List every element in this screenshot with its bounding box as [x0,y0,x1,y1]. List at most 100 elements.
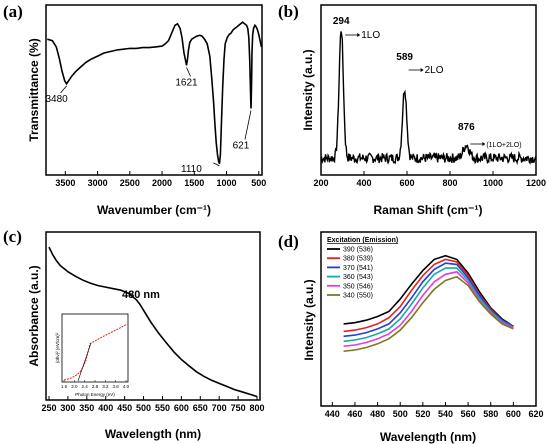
peak-annotation: 1110 [181,164,202,175]
inset-tick-label: 1.6 [61,384,68,389]
legend-entry: 390 (536) [343,247,373,254]
x-tick-label: 480 [370,409,385,419]
x-tick-label: 580 [483,409,498,419]
series-line-360 [343,267,514,343]
panel-a-xlabel: Wavenumber (cm⁻¹) [97,203,211,217]
x-tick-label: 650 [193,403,208,413]
inset-tick-label: 3.2 [102,384,109,389]
panel-d-frame [320,231,537,407]
x-tick-label: 620 [528,409,543,419]
inset-ylabel: (αhν)² (eV/cm)² [55,332,60,363]
panel-c-band-edge-annotation: 480 nm [122,289,160,301]
panel-d-series-lines [343,254,514,352]
x-tick-label: 1000 [483,178,503,188]
x-tick-label: 3000 [88,178,108,188]
arrow-head-icon [482,142,486,146]
panel-a-frame [45,4,263,176]
x-tick-label: 550 [155,403,170,413]
x-tick-label: 700 [212,403,227,413]
x-tick-label: 520 [415,409,430,419]
x-tick-label: 600 [174,403,189,413]
x-tick-label: 540 [438,409,453,419]
peak-mode-label: 1LO [361,30,380,41]
x-tick-label: 250 [41,403,56,413]
panel-c-inset: 1.6 2.0 2.4 2.8 3.2 3.6 4.0 Photon Energy (eV)… [55,313,130,397]
inset-tick-label: 2.8 [92,384,99,389]
x-tick-label: 1200 [526,178,546,188]
peak-annotation: 621 [233,140,250,151]
panel-d-legend: 390 (536) 380 (539) 370 (541) 360 (543) 350 … [327,247,373,300]
inset-tick-label: 2.4 [82,384,89,389]
legend-entry: 370 (541) [343,265,373,272]
x-tick-label: 1000 [217,178,237,188]
panel-b-annotations: 294 1LO 589 2LO 876 (1LO+2LO) [333,16,522,149]
x-tick-label: 200 [313,178,328,188]
series-line-390 [343,254,514,328]
panel-d-x-axis: 440 460 480 500 520 540 560 580 600 620 [325,402,544,419]
inset-x-axis: 1.6 2.0 2.4 2.8 3.2 3.6 4.0 [61,380,130,389]
x-tick-label: 500 [393,409,408,419]
panel-d-pl: (d) 440 460 480 500 520 540 560 580 600 620 Inten… [278,231,544,444]
peak-mode-label: (1LO+2LO) [486,142,521,149]
peak-value: 294 [333,16,350,27]
series-line-350 [343,270,514,347]
x-tick-label: 400 [98,403,113,413]
x-tick-label: 2500 [120,178,140,188]
panel-d-label: (d) [278,232,299,251]
x-tick-label: 400 [356,178,371,188]
x-tick-label: 500 [251,178,266,188]
panel-b-ylabel: Intensity (a.u.) [301,49,315,130]
x-tick-label: 450 [117,403,132,413]
panel-b-label: (b) [278,2,299,21]
legend-entry: 350 (546) [343,283,373,290]
panel-a-series-line [47,21,263,165]
panel-d-xlabel: Wavelength (nm) [380,430,476,444]
panel-b-raman: (b) 200 400 600 800 1000 1200 Intensity (a.u.… [278,2,546,217]
inset-xlabel: Photon Energy (eV) [75,392,115,397]
panel-d-ylabel: Intensity (a.u.) [302,279,316,360]
panel-a-ylabel: Transmittance (%) [27,38,41,141]
panel-a-label: (a) [3,2,23,21]
panel-a-x-axis: 3500 3000 2500 2000 1500 1000 500 [55,171,266,188]
inset-tick-label: 4.0 [123,384,130,389]
panel-c-x-axis: 250 300 350 400 450 500 550 600 650 700 750 800 [41,396,265,413]
inset-tauc-curve [63,323,128,381]
panel-c-series-line [48,246,258,398]
inset-tick-label: 2.0 [71,384,78,389]
panel-b-series-line [320,31,537,166]
legend-entry: 380 (539) [343,256,373,263]
panel-c-frame [45,231,261,401]
panel-a-annotations: 3480 1621 1110 621 [46,67,252,175]
panel-c-uvvis: (c) 250 300 350 400 450 500 550 600 650 700 750 800… [3,227,265,441]
panel-c-label: (c) [3,227,22,246]
peak-annotation: 3480 [46,94,69,105]
inset-extrapolation-line [77,342,92,382]
x-tick-label: 2000 [152,178,172,188]
inset-tick-label: 3.6 [113,384,120,389]
series-line-370 [343,262,514,338]
panel-b-xlabel: Raman Shift (cm⁻¹) [373,203,482,217]
x-tick-label: 560 [461,409,476,419]
inset-frame [61,313,129,383]
x-tick-label: 500 [136,403,151,413]
x-tick-label: 800 [249,403,264,413]
panel-c-ylabel: Absorbance (a.u.) [27,265,41,366]
annotation-arrow [186,67,191,77]
x-tick-label: 3500 [55,178,75,188]
x-tick-label: 600 [399,178,414,188]
x-tick-label: 350 [79,403,94,413]
peak-value: 876 [458,122,475,133]
x-tick-label: 460 [347,409,362,419]
series-line-340 [343,275,514,352]
panel-b-x-axis: 200 400 600 800 1000 1200 [313,171,546,188]
legend-entry: 340 (550) [343,293,373,300]
x-tick-label: 1500 [184,178,204,188]
panel-c-xlabel: Wavelength (nm) [105,427,201,441]
peak-value: 589 [396,52,413,63]
peak-mode-label: 2LO [425,65,444,76]
arrow-head-icon [420,68,424,72]
annotation-arrow [213,162,220,167]
annotation-arrow [60,85,67,94]
arrow-head-icon [357,33,361,37]
x-tick-label: 440 [325,409,340,419]
